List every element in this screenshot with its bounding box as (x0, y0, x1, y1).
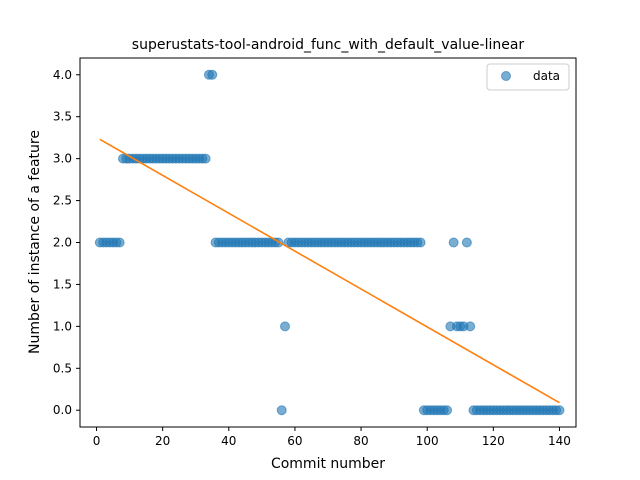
y-tick-label: 2.0 (53, 236, 72, 250)
y-tick-label: 2.5 (53, 194, 72, 208)
x-tick-label: 20 (155, 434, 170, 448)
x-tick-label: 120 (482, 434, 505, 448)
y-tick-label: 1.5 (53, 277, 72, 291)
x-tick-label: 80 (353, 434, 368, 448)
data-point (280, 321, 291, 332)
legend-marker-data (501, 71, 511, 81)
y-tick-label: 3.0 (53, 152, 72, 166)
data-point (465, 321, 476, 332)
y-tick-label: 3.5 (53, 110, 72, 124)
data-point (415, 237, 426, 248)
y-tick-label: 1.0 (53, 319, 72, 333)
x-tick-label: 60 (287, 434, 302, 448)
y-tick-label: 0.5 (53, 361, 72, 375)
x-tick-label: 0 (93, 434, 101, 448)
y-tick-label: 0.0 (53, 403, 72, 417)
x-axis: 0 20 40 60 80 100 120 140 (93, 427, 571, 448)
data-point (200, 153, 211, 164)
y-tick-label: 4.0 (53, 68, 72, 82)
x-tick-label: 140 (548, 434, 571, 448)
x-axis-title: Commit number (271, 456, 385, 472)
fit-line (99, 138, 560, 404)
data-point (207, 69, 218, 80)
data-point (554, 405, 565, 416)
y-axis-title: Number of instance of a feature (27, 130, 43, 354)
data-point (461, 237, 472, 248)
legend-frame (486, 63, 570, 91)
data-point (448, 237, 459, 248)
data-point (114, 237, 125, 248)
y-axis: 0.0 0.5 1.0 1.5 2.0 2.5 3.0 3.5 4.0 (53, 68, 80, 417)
data-point (442, 405, 453, 416)
legend-label-data: data (533, 69, 560, 83)
data-point (276, 405, 287, 416)
chart-title: superustats-tool-android_func_with_defau… (132, 37, 525, 53)
x-tick-label: 100 (416, 434, 439, 448)
x-tick-label: 40 (221, 434, 236, 448)
plot-marks (94, 69, 565, 416)
legend: data (486, 63, 570, 91)
